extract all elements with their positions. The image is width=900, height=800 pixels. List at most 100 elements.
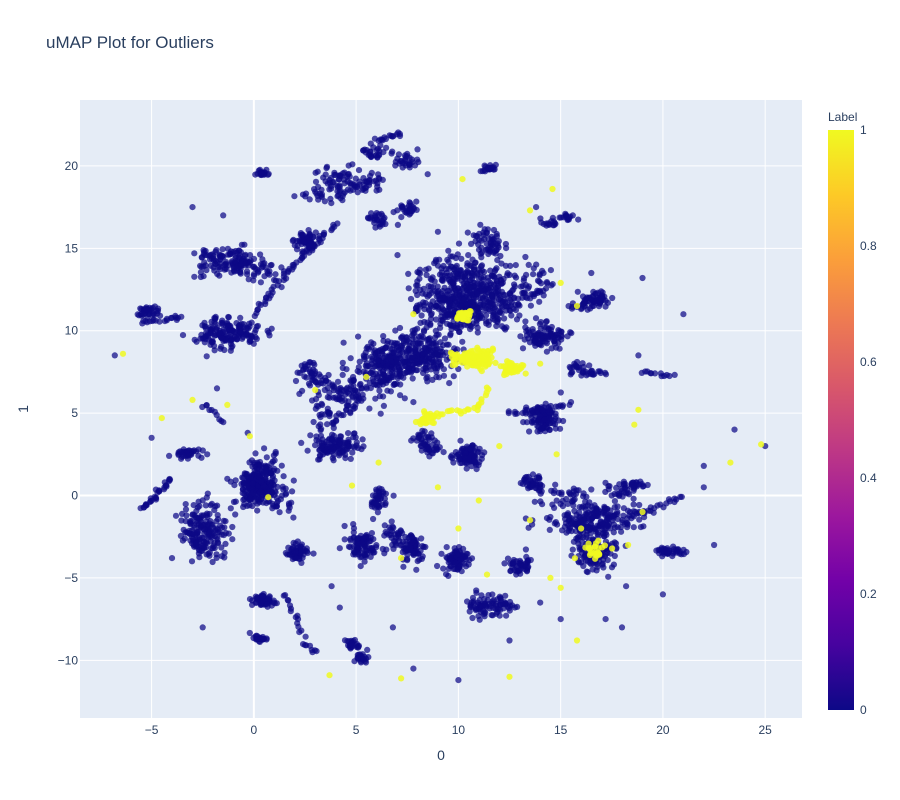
data-point — [225, 262, 232, 269]
data-point — [412, 543, 419, 550]
data-point — [489, 293, 496, 300]
data-point — [543, 285, 550, 292]
data-point — [316, 438, 323, 445]
data-point — [468, 240, 475, 247]
data-point — [268, 470, 275, 477]
data-point — [530, 291, 537, 298]
data-point — [489, 347, 496, 354]
data-point — [538, 413, 545, 420]
data-point — [411, 354, 418, 361]
data-point — [354, 444, 362, 452]
data-point — [310, 371, 317, 378]
data-point — [569, 212, 576, 219]
data-point — [358, 385, 365, 392]
data-point — [239, 486, 246, 493]
data-point — [402, 209, 409, 216]
colorbar-gradient — [828, 130, 854, 710]
data-point — [200, 539, 207, 546]
data-point — [231, 333, 238, 340]
data-point — [387, 345, 394, 352]
data-point — [619, 493, 626, 500]
data-point — [254, 595, 261, 602]
data-point — [456, 313, 463, 320]
data-point — [425, 283, 432, 290]
data-point — [545, 326, 552, 333]
data-point — [223, 337, 230, 344]
data-point — [487, 299, 494, 306]
data-point — [494, 609, 501, 616]
data-point — [227, 248, 235, 255]
data-point — [581, 516, 588, 523]
data-point — [570, 521, 577, 528]
data-point — [571, 496, 578, 503]
data-point — [485, 165, 492, 173]
data-point — [363, 372, 370, 379]
data-point — [475, 287, 483, 294]
data-point — [238, 480, 245, 488]
data-point — [221, 524, 228, 531]
data-point — [354, 388, 361, 395]
data-point — [261, 597, 268, 604]
data-point — [481, 302, 488, 309]
data-point — [239, 335, 246, 342]
data-point — [350, 534, 357, 541]
data-point — [448, 278, 455, 285]
data-point — [541, 408, 549, 415]
data-point — [511, 364, 518, 371]
data-point — [182, 506, 190, 513]
data-point — [535, 405, 542, 412]
data-point — [472, 454, 479, 461]
data-point — [678, 493, 685, 500]
data-point — [533, 485, 540, 492]
data-point — [420, 328, 428, 335]
data-point — [257, 279, 264, 286]
data-point — [279, 492, 286, 499]
data-point — [246, 494, 253, 501]
data-point — [424, 293, 431, 300]
data-point — [457, 453, 464, 460]
data-point — [254, 482, 261, 489]
data-point — [231, 267, 238, 274]
data-point — [544, 414, 551, 421]
data-point — [266, 295, 273, 302]
data-point — [310, 376, 317, 384]
data-point — [302, 547, 309, 554]
data-point — [639, 274, 646, 282]
data-point — [163, 483, 170, 490]
data-point — [397, 355, 404, 362]
data-point — [506, 598, 514, 606]
data-point — [635, 510, 643, 517]
data-point — [542, 417, 550, 424]
data-point — [457, 303, 464, 310]
data-point — [385, 375, 392, 382]
data-point — [467, 303, 474, 310]
data-point — [323, 377, 330, 384]
data-point — [259, 169, 266, 176]
data-point — [639, 508, 646, 516]
data-point — [427, 315, 435, 323]
data-point — [427, 320, 434, 327]
data-point — [277, 496, 284, 503]
data-point — [467, 281, 474, 288]
data-point — [482, 354, 489, 361]
data-point — [356, 544, 363, 551]
data-point — [367, 214, 374, 221]
data-point — [498, 260, 505, 267]
data-point — [473, 294, 480, 301]
data-point — [339, 170, 347, 177]
data-point — [535, 473, 542, 480]
data-point — [227, 337, 234, 344]
data-point — [522, 407, 529, 414]
data-point — [219, 246, 226, 253]
data-point — [340, 339, 347, 346]
data-point — [465, 456, 472, 463]
data-point — [189, 396, 196, 403]
data-point — [440, 366, 447, 373]
data-point — [383, 365, 390, 372]
data-point — [502, 600, 509, 607]
data-point — [595, 529, 602, 536]
data-point — [234, 336, 241, 343]
data-point — [478, 600, 485, 608]
data-point — [375, 211, 383, 218]
data-point — [339, 197, 346, 204]
